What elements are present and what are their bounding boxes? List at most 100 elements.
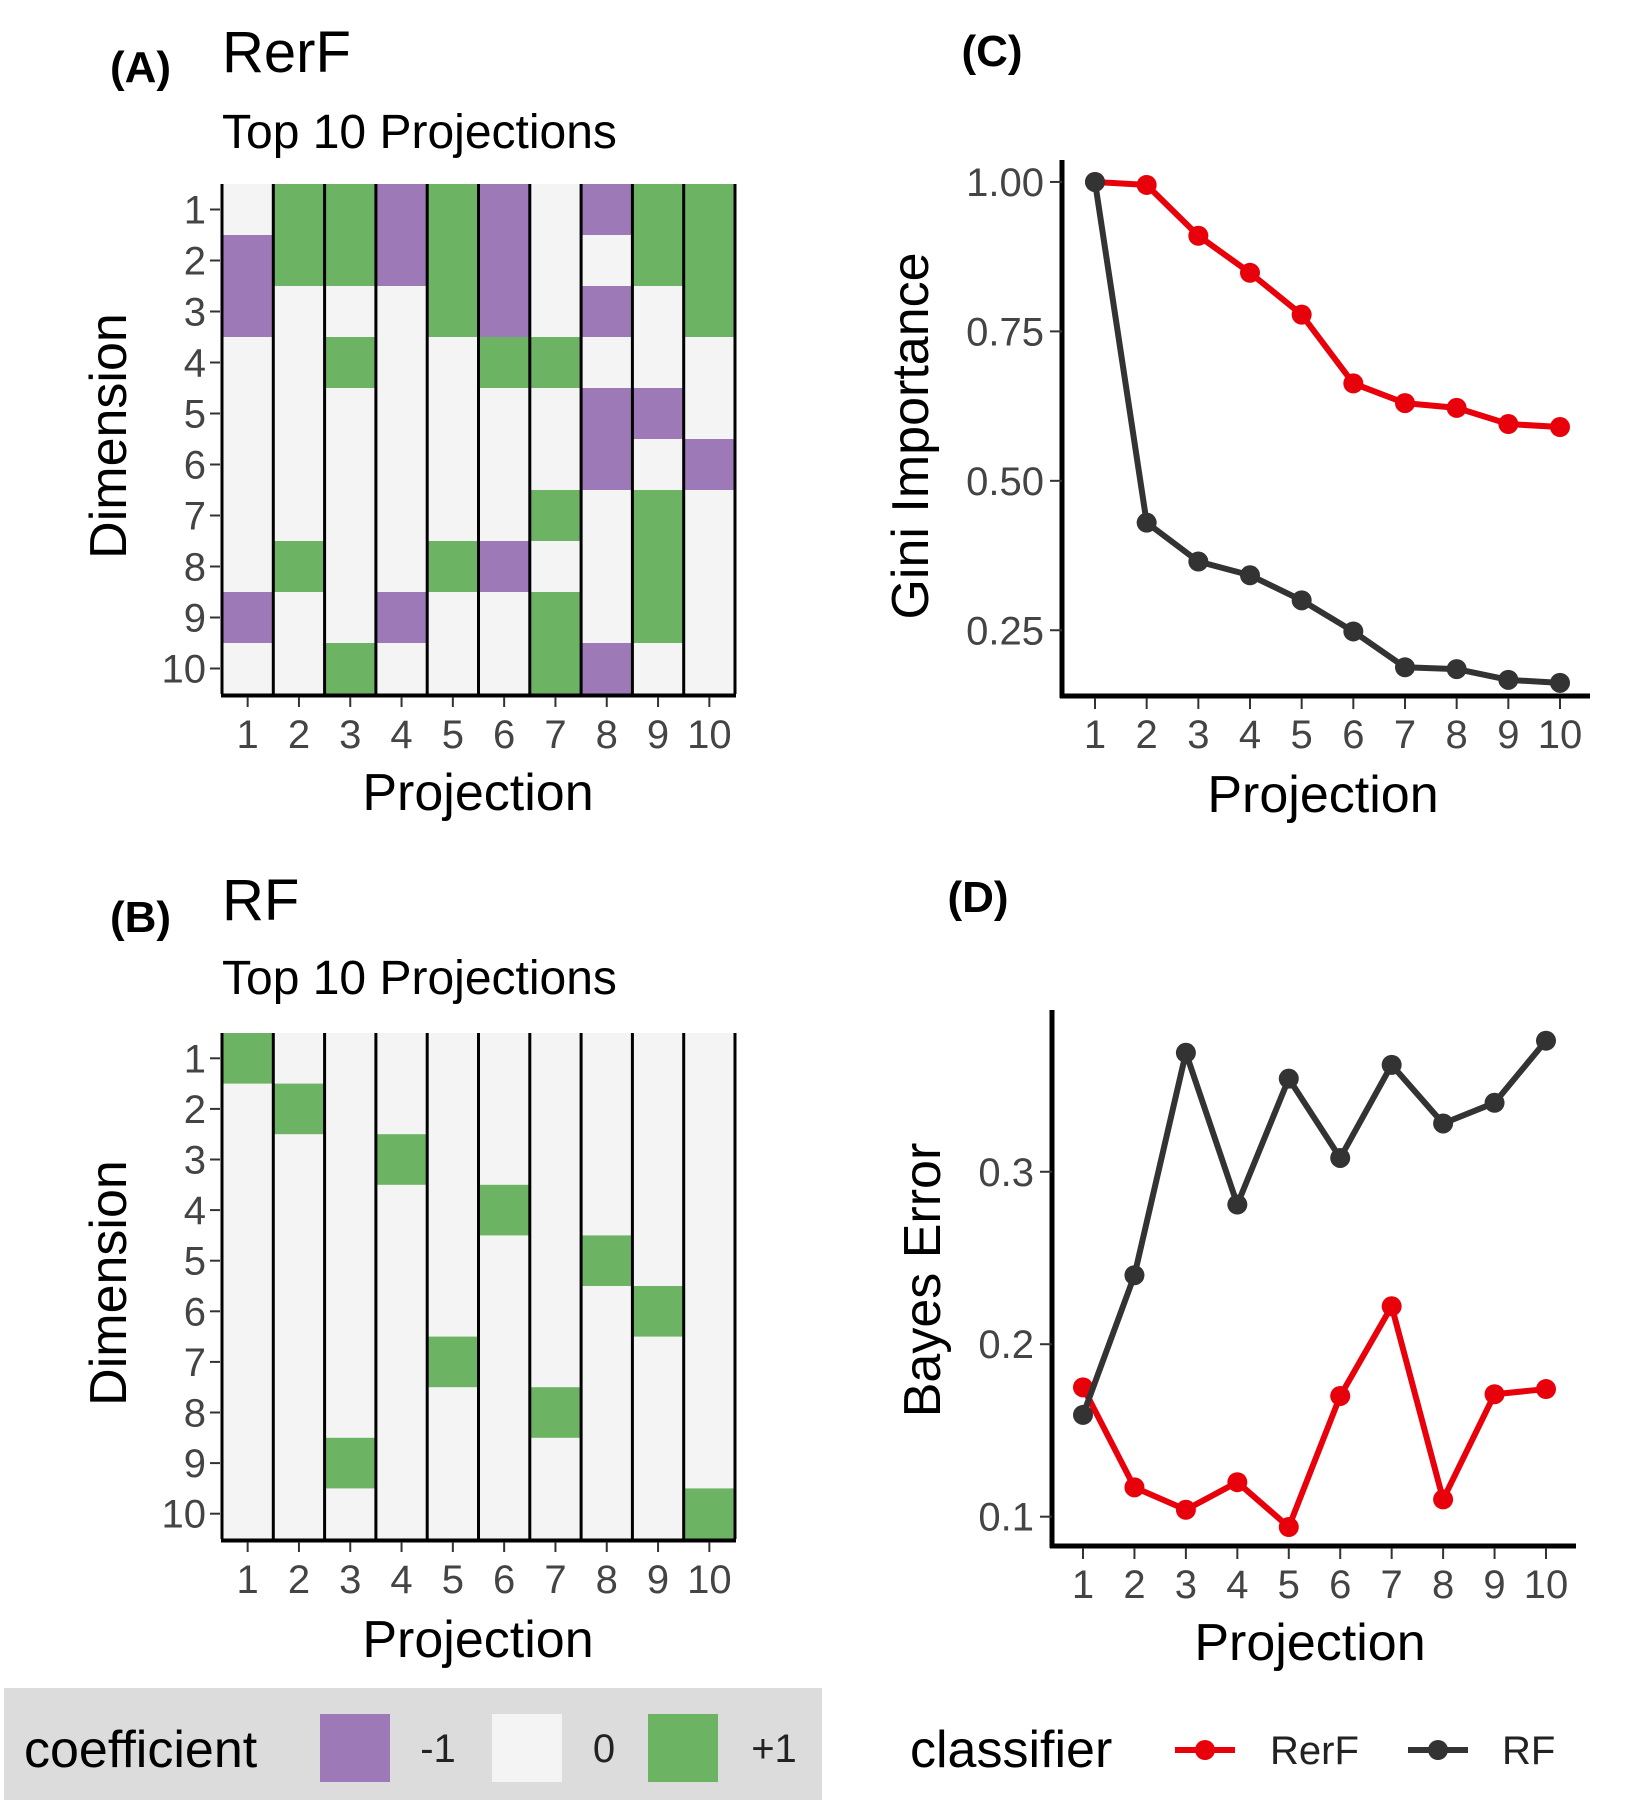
heatmap-cell [324, 235, 377, 287]
panel-b-title: RF [222, 868, 299, 933]
heatmap-cell [632, 490, 685, 542]
heatmap-cell [632, 1184, 685, 1236]
data-point-rf [1175, 1042, 1196, 1063]
heatmap-cell [427, 337, 479, 389]
heatmap-cell [375, 1488, 428, 1540]
heatmap-cell [581, 541, 633, 593]
panel-d: (D) 0.1 0.2 0.3 1 2 3 4 5 6 7 8 9 10 Projection Baye… [894, 873, 1576, 1672]
heatmap-cell [324, 337, 377, 389]
heatmap-cell [478, 184, 531, 236]
y-tick-label: 0.75 [966, 310, 1044, 354]
heatmap-cell [581, 1033, 633, 1085]
y-tick-label: 2 [184, 1088, 206, 1132]
heatmap-cell [375, 286, 428, 338]
heatmap-cell [375, 337, 428, 389]
data-point-rf [1536, 1030, 1556, 1051]
heatmap-cell [273, 1184, 326, 1236]
x-tick-label: 5 [442, 713, 464, 757]
heatmap-cell [632, 1286, 685, 1338]
heatmap-cell [375, 439, 428, 491]
heatmap-cell [683, 1235, 736, 1287]
heatmap-cell [529, 1083, 582, 1135]
heatmap-cell [222, 286, 274, 338]
heatmap-cell [683, 1387, 736, 1439]
classifier-legend-label: RerF [1270, 1729, 1359, 1773]
heatmap-cell [427, 1336, 479, 1388]
heatmap-cell [581, 337, 633, 389]
panel-c-ylabel: Gini Importance [882, 252, 940, 619]
heatmap-cell [427, 1437, 479, 1489]
heatmap-cell [529, 1184, 582, 1236]
data-point-rerf [1136, 174, 1157, 195]
data-point-rerf [1073, 1377, 1093, 1398]
heatmap-cell [683, 286, 736, 338]
data-point-rf [1330, 1147, 1351, 1168]
heatmap-cell [478, 439, 531, 491]
y-tick-label: 1 [184, 1037, 206, 1081]
data-point-rf [1446, 659, 1467, 680]
data-point-rf [1484, 1092, 1505, 1113]
heatmap-cell [632, 439, 685, 491]
y-tick-label: 8 [184, 546, 206, 590]
data-point-rf [1227, 1194, 1248, 1215]
heatmap-cell [222, 1033, 274, 1085]
heatmap-cell [683, 643, 736, 695]
data-point-rf [1278, 1068, 1299, 1089]
data-point-rerf [1278, 1517, 1299, 1538]
line-chart-c: 0.25 0.50 0.75 1.00 1 2 3 4 5 6 7 8 9 10 [966, 160, 1590, 757]
y-tick-label: 7 [184, 495, 206, 539]
heatmap-cell [478, 643, 531, 695]
heatmap-cell [375, 1437, 428, 1489]
data-point-rerf [1330, 1385, 1351, 1406]
coefficient-legend-items: -1 0 +1 [320, 1714, 797, 1782]
heatmap-cell [478, 388, 531, 440]
heatmap-cell [683, 388, 736, 440]
series-line-rf [1080, 1038, 1549, 1416]
x-tick-label: 4 [1239, 713, 1261, 757]
heatmap-cell [581, 1387, 633, 1439]
data-point-rf [1188, 551, 1209, 572]
panel-c: (C) 0.25 0.50 0.75 1.00 1 2 3 4 5 6 7 8 9 10 Projecti… [882, 27, 1590, 824]
data-point-rerf [1433, 1489, 1454, 1510]
heatmap-cell [222, 490, 274, 542]
heatmap-cell [632, 1134, 685, 1186]
y-tick-label: 5 [184, 393, 206, 437]
heatmap-cell [273, 490, 326, 542]
data-point-rerf [1343, 373, 1364, 394]
heatmap-cell [427, 388, 479, 440]
heatmap-cell [632, 1387, 685, 1439]
y-tick-label: 10 [162, 1493, 207, 1537]
heatmap-cell [478, 1033, 531, 1085]
heatmap-cell [273, 1033, 326, 1085]
coefficient-legend: coefficient -1 0 +1 [4, 1688, 822, 1800]
x-tick-label: 7 [1394, 713, 1416, 757]
heatmap-cell [478, 1488, 531, 1540]
x-tick-label: 6 [1329, 1563, 1351, 1607]
heatmap-cell [324, 1083, 377, 1135]
y-tick-label: 6 [184, 1290, 206, 1334]
heatmap-cell [581, 1336, 633, 1388]
heatmap-cell [273, 1336, 326, 1388]
data-point-rerf [1395, 393, 1415, 414]
heatmap-cell [529, 1286, 582, 1338]
heatmap-cell [478, 286, 531, 338]
heatmap-cell [324, 592, 377, 644]
y-tick-label: 9 [184, 1442, 206, 1486]
heatmap-cell [581, 388, 633, 440]
x-tick-label: 1 [237, 713, 259, 757]
heatmap-cell [632, 643, 685, 695]
y-tick-label: 4 [184, 342, 206, 386]
x-tick-label: 9 [647, 713, 669, 757]
heatmap-cell [375, 1134, 428, 1186]
heatmap-cell [324, 643, 377, 695]
heatmap-cell [529, 286, 582, 338]
data-point-rerf [1381, 1296, 1402, 1317]
heatmap-cell [632, 286, 685, 338]
coefficient-legend-label: +1 [751, 1727, 797, 1771]
coefficient-legend-swatch [648, 1714, 718, 1782]
heatmap-cell [222, 1488, 274, 1540]
y-tick-label: 0.3 [978, 1151, 1034, 1195]
data-point-rerf [1446, 397, 1467, 418]
